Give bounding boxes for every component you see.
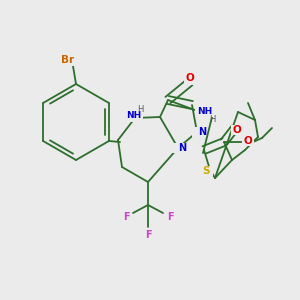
- Bar: [57, 55, 79, 65]
- Text: O: O: [232, 125, 242, 135]
- Bar: [165, 212, 175, 222]
- Bar: [192, 127, 206, 137]
- Text: NH: NH: [126, 112, 142, 121]
- Bar: [199, 166, 213, 176]
- Text: F: F: [167, 212, 173, 222]
- Text: N: N: [198, 127, 206, 137]
- Text: H: H: [209, 115, 215, 124]
- Text: N: N: [178, 143, 186, 153]
- Bar: [121, 212, 131, 222]
- Text: F: F: [145, 230, 151, 240]
- Text: H: H: [137, 104, 143, 113]
- Text: Br: Br: [61, 55, 75, 65]
- Bar: [121, 112, 143, 122]
- Bar: [231, 125, 243, 135]
- Text: NH: NH: [197, 107, 213, 116]
- Text: O: O: [244, 136, 252, 146]
- Text: F: F: [123, 212, 129, 222]
- Bar: [172, 143, 186, 153]
- Text: S: S: [202, 166, 210, 176]
- Bar: [143, 229, 153, 239]
- Bar: [184, 74, 196, 85]
- Bar: [195, 107, 215, 117]
- Bar: [242, 136, 254, 146]
- Text: O: O: [186, 73, 194, 83]
